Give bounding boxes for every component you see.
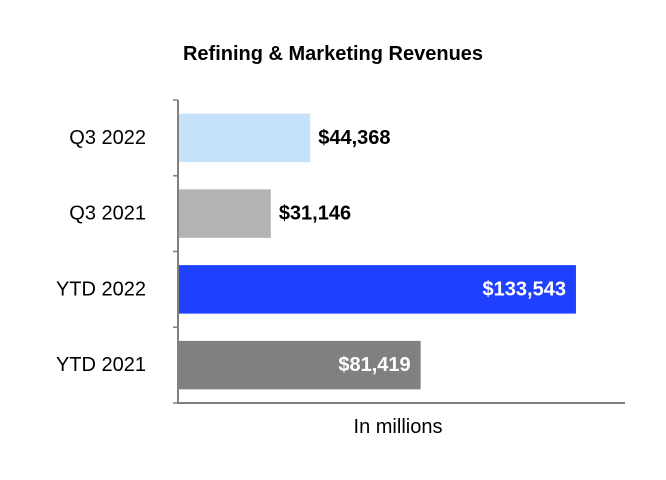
value-label-q3-2021: $31,146 <box>279 203 351 225</box>
value-labels: $44,368 $31,146 $133,543 $81,419 <box>279 127 566 376</box>
category-labels: Q3 2022 Q3 2021 YTD 2022 YTD 2021 <box>56 127 146 376</box>
value-label-ytd-2021: $81,419 <box>338 354 410 376</box>
value-label-ytd-2022: $133,543 <box>483 278 566 300</box>
bar-ytd-2021 <box>178 340 421 390</box>
category-label-ytd-2022: YTD 2022 <box>56 278 146 300</box>
category-label-q3-2021: Q3 2021 <box>69 203 146 225</box>
bars <box>178 113 576 390</box>
chart-title: Refining & Marketing Revenues <box>183 43 483 65</box>
bar-q3-2021 <box>178 189 271 238</box>
category-label-ytd-2021: YTD 2021 <box>56 354 146 376</box>
category-label-q3-2022: Q3 2022 <box>69 127 146 149</box>
bar-ytd-2022 <box>178 265 576 314</box>
bar-q3-2022 <box>178 113 311 163</box>
value-label-q3-2022: $44,368 <box>318 127 390 149</box>
x-axis-title: In millions <box>354 416 443 438</box>
